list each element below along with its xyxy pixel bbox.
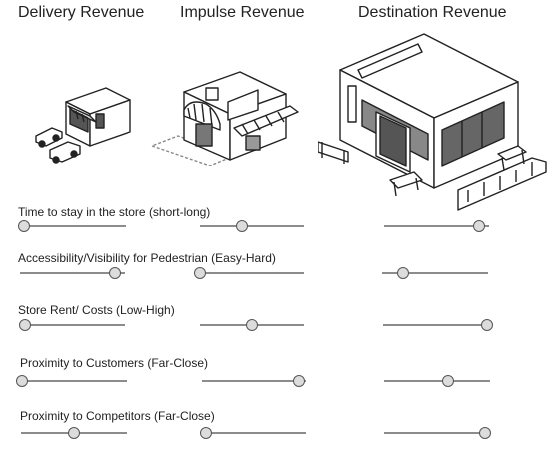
slider-store-rent-destination[interactable] [383,318,493,332]
slider-thumb[interactable] [68,427,80,439]
slider-thumb[interactable] [194,267,206,279]
slider-accessibility-impulse[interactable] [194,266,304,280]
column-title-impulse: Impulse Revenue [180,4,305,21]
slider-thumb[interactable] [478,427,491,439]
criterion-label-proximity-customers: Proximity to Customers (Far-Close) [20,356,209,370]
destination-store-illustration [318,33,547,211]
slider-track [206,432,306,434]
slider-track [22,380,127,382]
slider-thumb[interactable] [481,319,493,331]
slider-proximity-competitors-destination[interactable] [384,426,491,440]
criterion-label-accessibility: Accessibility/Visibility for Pedestrian … [18,251,276,265]
slider-proximity-customers-impulse[interactable] [202,374,306,388]
slider-proximity-competitors-delivery[interactable] [21,426,127,440]
slider-thumb[interactable] [397,267,410,279]
slider-thumb[interactable] [472,220,485,232]
slider-store-rent-delivery[interactable] [19,318,125,332]
slider-proximity-customers-destination[interactable] [384,374,490,388]
slider-accessibility-destination[interactable] [382,266,488,280]
column-title-delivery: Delivery Revenue [18,4,145,21]
slider-thumb[interactable] [19,319,31,331]
slider-track [383,324,487,326]
slider-thumb[interactable] [441,375,454,387]
criterion-label-store-rent: Store Rent/ Costs (Low-High) [18,303,175,317]
impulse-store-illustration [151,71,299,166]
delivery-store-illustration [35,87,131,164]
column-title-destination: Destination Revenue [358,4,507,21]
slider-thumb[interactable] [235,220,248,232]
slider-track [384,225,489,227]
slider-proximity-competitors-impulse[interactable] [200,426,306,440]
slider-thumb[interactable] [18,220,30,232]
slider-time-to-stay-impulse[interactable] [200,219,304,233]
slider-accessibility-delivery[interactable] [20,266,125,280]
slider-proximity-customers-delivery[interactable] [16,374,127,388]
slider-thumb[interactable] [246,319,258,331]
slider-track [20,272,125,274]
slider-track [202,380,306,382]
slider-track [25,324,125,326]
slider-track [200,225,304,227]
slider-thumb[interactable] [292,375,305,387]
slider-time-to-stay-delivery[interactable] [18,219,126,233]
slider-track [200,272,304,274]
slider-thumb[interactable] [108,267,121,279]
slider-track [384,432,490,434]
slider-thumb[interactable] [16,375,28,387]
slider-store-rent-impulse[interactable] [200,318,304,332]
slider-time-to-stay-destination[interactable] [384,219,489,233]
slider-thumb[interactable] [200,427,212,439]
criterion-label-proximity-competitors: Proximity to Competitors (Far-Close) [20,409,215,423]
criterion-label-time-to-stay: Time to stay in the store (short-long) [18,205,211,219]
slider-track [24,225,126,227]
slider-track [382,272,488,274]
slider-track [384,380,490,382]
